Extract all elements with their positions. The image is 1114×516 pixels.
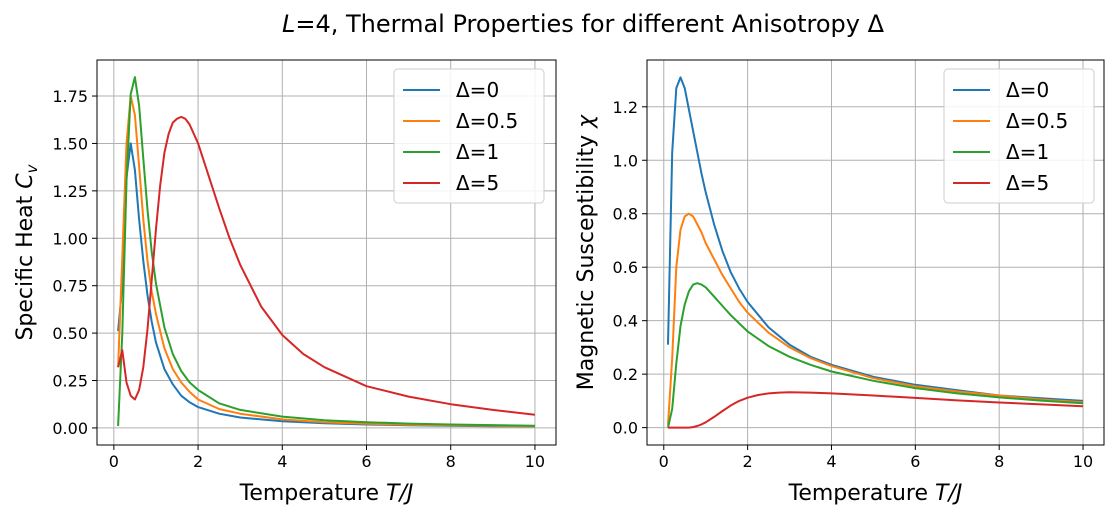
chart0-xtick-label-4: 8 (446, 452, 456, 471)
chart0-ytick-label-1: 0.25 (52, 372, 88, 391)
chart0-ytick-label-2: 0.50 (52, 324, 88, 343)
chart1-legend-label-2: Δ=1 (1006, 140, 1049, 164)
chart1-x-axis-label-italic: T/J (935, 481, 962, 506)
chart0-ytick-label-6: 1.50 (52, 134, 88, 153)
magnetic-susceptibility-chart: 0 2 4 6 8 10 0.0 0.2 0.4 0.6 0.8 1.0 1.2 Temperature … (574, 59, 1105, 506)
chart0-series-line-1 (117, 95, 535, 428)
chart1-ytick-label-5: 1.0 (613, 151, 638, 170)
chart1-ytick-label-1: 0.2 (613, 365, 638, 384)
chart0-legend-label-1: Δ=0.5 (456, 109, 518, 133)
chart0-y-axis-label-subscript: v (23, 163, 41, 173)
chart0-series-line-3 (117, 115, 536, 416)
chart1-series-line-2 (667, 282, 1084, 428)
chart1-series-line-1 (667, 212, 1084, 425)
chart0-series-line-2 (117, 76, 535, 427)
chart0-xtick-label-5: 10 (525, 452, 545, 471)
chart1-series-line-0 (667, 76, 1084, 402)
chart1-y-axis-label-italic: χ (574, 114, 599, 129)
figure-suptitle: L=4, Thermal Properties for different An… (282, 10, 885, 38)
chart1-xtick-label-1: 2 (743, 452, 753, 471)
chart1-legend-label-0: Δ=0 (1006, 78, 1049, 102)
chart0-xtick-label-2: 4 (277, 452, 287, 471)
chart0-legend-box (393, 68, 545, 204)
chart0-xtick-label-3: 6 (361, 452, 371, 471)
chart1-xtick-label-5: 10 (1073, 452, 1093, 471)
chart1-ytick-label-2: 0.4 (613, 312, 638, 331)
suptitle-text: =4, Thermal Properties for different Ani… (295, 10, 884, 38)
suptitle-italic: L (282, 10, 295, 38)
chart0-legend-label-3: Δ=5 (456, 171, 499, 195)
chart1-ytick-label-6: 1.2 (613, 98, 638, 117)
chart1-legend-label-3: Δ=5 (1006, 171, 1049, 195)
chart0-ytick-label-3: 0.75 (52, 277, 88, 296)
chart1-y-axis-label-text: Magnetic Susceptibility (574, 128, 599, 390)
chart1-xtick-label-4: 8 (994, 452, 1004, 471)
chart1-ytick-label-3: 0.6 (613, 258, 638, 277)
chart1-y-axis-label: Magnetic Susceptibility χ (574, 114, 599, 390)
chart1-axes-frame (646, 59, 1105, 446)
chart1-x-axis-label: Temperature T/J (788, 481, 963, 506)
chart1-series-line-3 (668, 391, 1084, 429)
chart1-xtick-label-0: 0 (659, 452, 669, 471)
chart0-y-axis-label-italic: C (13, 173, 38, 189)
chart0-ytick-label-7: 1.75 (52, 87, 88, 106)
chart1-ytick-label-0: 0.0 (613, 419, 638, 438)
specific-heat-chart: 0 2 4 6 8 10 0.00 0.25 0.50 0.75 1.00 1.25 1.50 1.75 T… (13, 59, 557, 506)
chart0-ytick-label-4: 1.00 (52, 229, 88, 248)
chart1-legend-box (943, 68, 1095, 204)
chart0-ytick-label-5: 1.25 (52, 182, 88, 201)
chart1-xtick-label-2: 4 (826, 452, 836, 471)
chart1-xtick-label-3: 6 (910, 452, 920, 471)
chart0-y-axis-label-text: Specific Heat (13, 189, 38, 341)
chart1-legend-label-1: Δ=0.5 (1006, 109, 1068, 133)
chart0-ytick-label-0: 0.00 (52, 419, 88, 438)
chart0-xtick-label-0: 0 (109, 452, 119, 471)
chart0-xtick-label-1: 2 (193, 452, 203, 471)
chart0-axes-frame (96, 59, 557, 446)
chart0-legend-label-2: Δ=1 (456, 140, 499, 164)
chart0-x-axis-label-text: Temperature (239, 481, 386, 506)
chart1-ytick-label-4: 0.8 (613, 205, 638, 224)
chart0-legend-label-0: Δ=0 (456, 78, 499, 102)
chart0-x-axis-label: Temperature T/J (239, 481, 414, 506)
chart0-x-axis-label-italic: T/J (386, 481, 413, 506)
chart0-y-axis-label: Specific Heat Cv (13, 163, 41, 340)
chart1-x-axis-label-text: Temperature (788, 481, 935, 506)
